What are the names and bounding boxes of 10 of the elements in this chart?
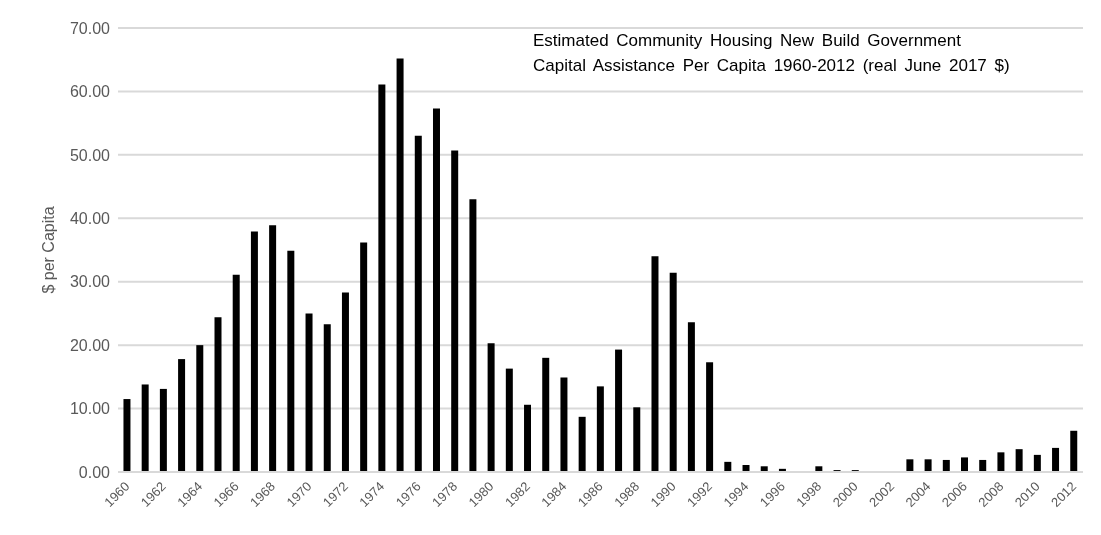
y-tick-label: 30.00 bbox=[69, 273, 111, 291]
y-axis-title: $ per Capita bbox=[39, 206, 57, 294]
y-tick-label: 50.00 bbox=[69, 146, 111, 164]
y-tick-label: 10.00 bbox=[69, 400, 111, 418]
y-tick-label: 20.00 bbox=[69, 336, 111, 354]
y-tick-label: 0.00 bbox=[78, 463, 111, 481]
text: Estimated Community Housing New Build Government Capital Assistance Per Capita 1960-2012 (real June 2017 $) bbox=[533, 30, 1011, 77]
y-tick-label: 40.00 bbox=[69, 209, 111, 227]
y-tick-label: 70.00 bbox=[69, 19, 111, 37]
y-tick-label: 60.00 bbox=[69, 83, 111, 101]
